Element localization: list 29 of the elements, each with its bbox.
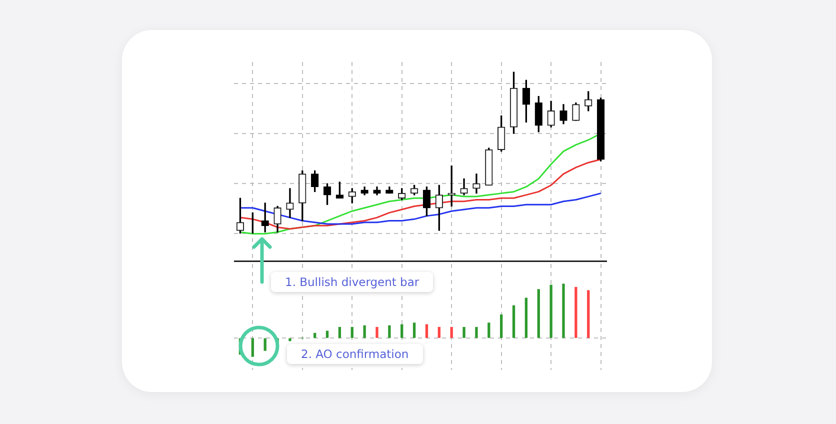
bar — [264, 338, 266, 351]
bar — [500, 314, 503, 338]
bar — [412, 322, 416, 338]
bar — [574, 286, 578, 338]
bar — [438, 326, 440, 338]
bar — [313, 332, 316, 338]
bar — [288, 338, 292, 342]
bar — [550, 284, 552, 338]
bar — [488, 322, 490, 338]
annotation: 2. AO confirmation — [287, 344, 423, 364]
bar — [537, 289, 540, 338]
bar — [363, 325, 366, 338]
annotation: 1. Bullish divergent bar — [271, 272, 434, 292]
bar — [326, 330, 329, 338]
candlestick — [286, 188, 294, 218]
bar — [338, 326, 342, 338]
bar — [376, 326, 378, 338]
bar — [400, 324, 404, 338]
bar — [587, 290, 590, 338]
bar — [350, 326, 354, 338]
bar — [524, 298, 528, 338]
bar — [462, 326, 466, 338]
bar — [512, 305, 516, 338]
bar — [475, 326, 478, 338]
bar — [562, 284, 565, 338]
bar — [450, 326, 453, 338]
bar — [425, 324, 428, 338]
bar — [388, 325, 391, 338]
bar — [251, 338, 254, 357]
